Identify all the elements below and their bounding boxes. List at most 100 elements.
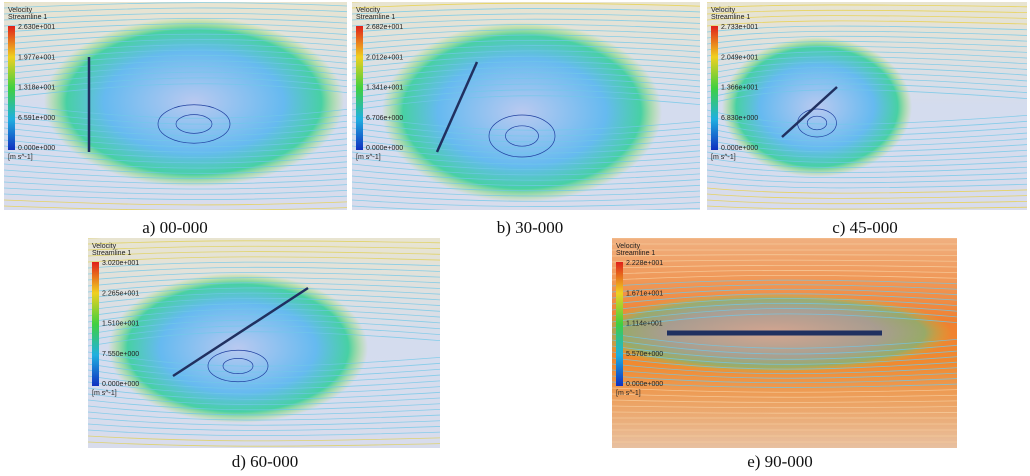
streamline (707, 66, 1027, 81)
streamline (352, 157, 700, 170)
legend-tick-label: 0.000e+000 (18, 145, 55, 152)
streamline (88, 417, 440, 426)
plate (435, 61, 479, 153)
legend-tick-label: 2.682e+001 (366, 24, 403, 31)
streamline (707, 41, 1027, 51)
streamline (88, 325, 440, 341)
streamline (612, 399, 957, 403)
legend-tick-label: 1.977e+001 (18, 54, 55, 61)
streamline (707, 109, 1027, 125)
wake-region (382, 22, 662, 202)
streamline (88, 429, 440, 437)
streamline (612, 333, 957, 349)
legend-tick-label: 6.591e+000 (18, 115, 55, 122)
streamline (352, 121, 700, 137)
streamline (4, 175, 347, 185)
legend-tick-label: 0.000e+000 (366, 145, 403, 152)
streamline (612, 357, 957, 370)
streamline (88, 411, 440, 421)
streamline (707, 25, 1027, 33)
wake-region (722, 37, 912, 177)
streamline (88, 266, 440, 275)
legend-tick-label: 0.000e+000 (102, 381, 139, 388)
streamline (612, 313, 957, 329)
wake-region (108, 273, 368, 423)
streamline (612, 259, 957, 263)
streamline (612, 293, 957, 305)
legend-tick-label: 1.510e+001 (102, 321, 139, 328)
streamline (612, 411, 957, 414)
streamline (88, 369, 440, 384)
panel-caption: a) 00-000 (142, 218, 208, 237)
legend-unit: [m s^-1] (8, 154, 33, 161)
streamline (707, 187, 1027, 194)
streamline (352, 115, 700, 131)
streamline (352, 133, 700, 148)
streamline (707, 115, 1027, 131)
streamline (352, 50, 700, 63)
legend-tick-label: 1.671e+001 (626, 290, 663, 297)
streamline (612, 274, 957, 281)
streamline (352, 193, 700, 202)
streamline (707, 121, 1027, 137)
streamline (612, 339, 957, 355)
legend-tick-label: 2.049e+001 (721, 54, 758, 61)
legend-title: Velocity (92, 243, 117, 250)
legend-unit: [m s^-1] (711, 154, 736, 161)
streamline (707, 133, 1027, 148)
streamline (88, 314, 440, 329)
legend-subtitle: Streamline 1 (92, 250, 131, 257)
streamline (4, 193, 347, 200)
streamline (352, 151, 700, 165)
streamline (4, 145, 347, 158)
streamline (612, 302, 957, 317)
streamline (88, 423, 440, 431)
streamline (352, 18, 700, 27)
legend-unit: [m s^-1] (92, 390, 117, 397)
streamline (612, 254, 957, 257)
streamline (4, 133, 347, 148)
streamline (612, 298, 957, 311)
streamline (612, 387, 957, 393)
streamline (4, 83, 347, 99)
streamline (352, 163, 700, 176)
streamline (4, 163, 347, 174)
streamline (352, 8, 700, 15)
legend-tick-label: 2.228e+001 (626, 260, 663, 267)
legend-title: Velocity (356, 7, 381, 14)
legend-tick-label: 2.733e+001 (721, 24, 758, 31)
legend-tick-label: 0.000e+000 (626, 381, 663, 388)
streamline (88, 238, 102, 239)
streamline (612, 405, 957, 409)
streamline (88, 297, 440, 311)
streamline (707, 175, 1027, 184)
streamline (707, 56, 1027, 69)
streamline (4, 39, 347, 51)
streamline (612, 264, 957, 269)
streamline (88, 287, 440, 299)
streamline (4, 199, 347, 206)
streamline (612, 393, 957, 398)
streamline (4, 60, 347, 75)
color-bar (8, 26, 15, 150)
streamline (88, 245, 440, 251)
streamline (88, 277, 440, 287)
streamline (707, 30, 1027, 39)
streamline (4, 157, 347, 169)
streamline (612, 284, 957, 293)
streamline (4, 109, 347, 125)
streamline (4, 66, 347, 81)
streamline (352, 34, 700, 45)
legend-subtitle: Streamline 1 (356, 14, 395, 21)
streamline (352, 24, 700, 33)
streamline (88, 282, 440, 293)
legend-subtitle: Streamline 1 (711, 14, 750, 21)
streamline (4, 121, 347, 137)
streamline (88, 357, 440, 373)
streamline (352, 127, 700, 143)
legend-tick-label: 1.366e+001 (721, 85, 758, 92)
streamline (88, 351, 440, 367)
streamline (88, 399, 440, 411)
streamline (612, 270, 957, 275)
